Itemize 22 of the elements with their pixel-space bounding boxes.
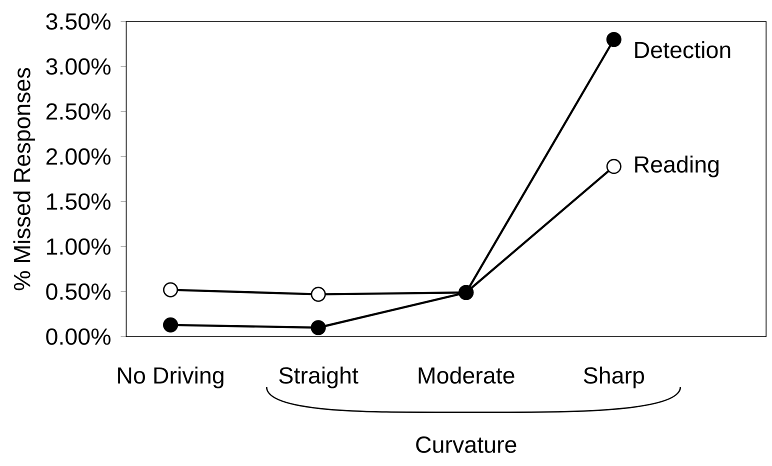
point	[310, 286, 326, 302]
point	[606, 158, 622, 174]
y-axis-title: % Missed Responses	[13, 68, 35, 290]
series-label: Detection	[635, 41, 730, 58]
y-tick-label: 2.50%	[46, 103, 110, 120]
y-tick-label: 3.00%	[46, 58, 110, 75]
point	[310, 320, 326, 336]
x-tick-label: Moderate	[418, 366, 514, 384]
point	[163, 282, 178, 298]
point	[163, 317, 178, 332]
y-tick-label: 1.50%	[47, 193, 110, 210]
point	[606, 32, 622, 47]
x-axis-title: Curvature	[416, 436, 516, 453]
y-tick-label: 2.00%	[46, 148, 110, 165]
y-tick-label: 0.00%	[46, 328, 110, 345]
x-tick-label: Straight	[279, 366, 358, 388]
y-tick-label: 0.50%	[46, 283, 110, 300]
series-label: Reading	[635, 156, 719, 178]
x-tick-label: Sharp	[584, 366, 644, 388]
y-tick-label: 3.50%	[46, 13, 110, 30]
y-tick-label: 1.00%	[47, 238, 110, 255]
x-tick-label: No Driving	[118, 366, 224, 388]
